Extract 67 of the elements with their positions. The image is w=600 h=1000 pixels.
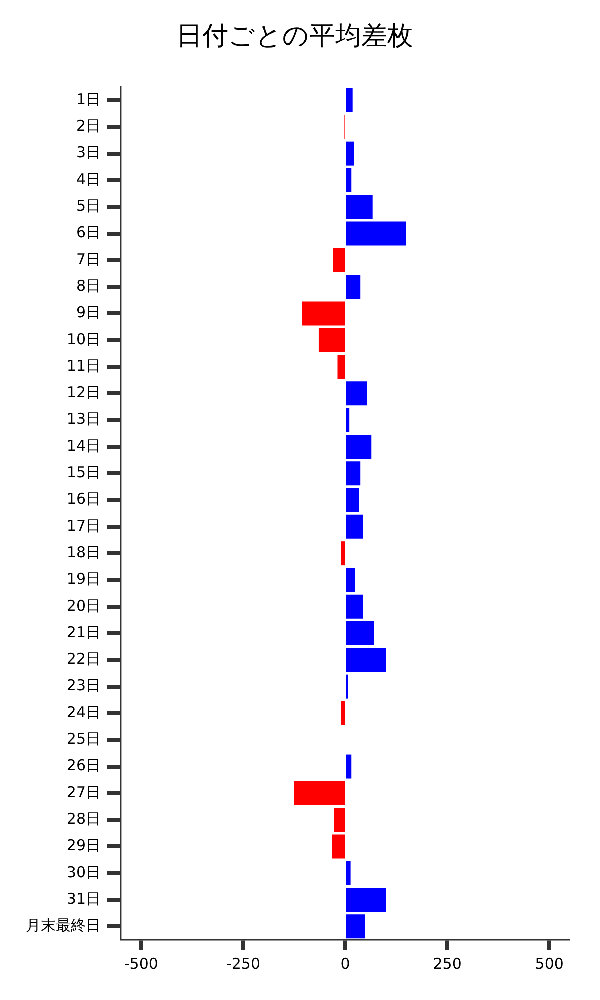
y-tick-label: 16日 [66,490,101,508]
y-tick-label: 4日 [76,170,101,188]
bar [346,648,386,672]
bar [294,781,345,806]
bar [346,622,374,646]
y-tick-label: 31日 [66,890,101,908]
y-tick-label: 7日 [76,250,101,268]
bar [346,914,366,939]
x-tick-label: -500 [124,954,158,973]
bar [346,88,353,113]
bar [346,195,373,220]
bar [346,462,361,486]
y-tick-label: 8日 [76,276,101,295]
bar [341,701,345,726]
x-tick-label: -250 [226,954,260,973]
y-tick-label: 5日 [76,197,101,216]
bar [346,568,356,592]
y-tick-label: 3日 [76,144,101,162]
y-tick-label: 17日 [66,516,101,535]
y-tick-label: 28日 [66,810,101,828]
bar [346,142,354,166]
y-tick-label: 15日 [66,464,101,482]
y-tick-label: 14日 [66,436,101,455]
y-tick-label: 21日 [66,623,101,642]
bar [346,514,364,539]
bar [346,168,352,192]
bar [302,302,345,326]
y-tick-label: 22日 [66,650,101,668]
chart-title: 日付ごとの平均差枚 [176,21,414,52]
y-tick-label: 23日 [66,676,101,695]
bar [346,382,368,406]
bar [346,488,360,512]
y-tick-label: 13日 [66,410,101,428]
y-tick-label: 6日 [76,224,101,242]
bar [346,754,352,779]
bar [318,328,345,352]
y-tick-label: 30日 [66,863,101,882]
y-tick-label: 2日 [76,117,101,136]
bar [346,861,351,886]
y-tick-label: 9日 [76,304,101,322]
bar [334,808,345,832]
y-tick-label: 10日 [66,330,101,348]
bar [338,355,345,380]
y-tick-label: 月末最終日 [26,916,101,935]
bar [346,434,372,459]
y-tick-label: 27日 [66,783,101,802]
y-tick-label: 20日 [66,596,101,615]
bar [346,888,386,912]
bar [341,542,345,566]
bar [346,275,361,300]
y-tick-label: 11日 [66,356,101,375]
y-tick-label: 1日 [76,90,101,108]
bar [346,222,406,246]
bar [333,248,345,272]
y-tick-label: 24日 [66,703,101,722]
x-tick-label: 250 [433,954,462,973]
y-tick-label: 25日 [66,730,101,748]
bar [346,594,364,619]
bar [346,408,350,432]
y-tick-label: 19日 [66,570,101,588]
bar [332,834,345,859]
y-tick-label: 26日 [66,756,101,775]
x-tick-label: 0 [340,954,350,973]
y-tick-label: 29日 [66,836,101,855]
y-tick-label: 18日 [66,543,101,562]
y-tick-label: 12日 [66,384,101,402]
x-tick-label: 500 [535,954,564,973]
